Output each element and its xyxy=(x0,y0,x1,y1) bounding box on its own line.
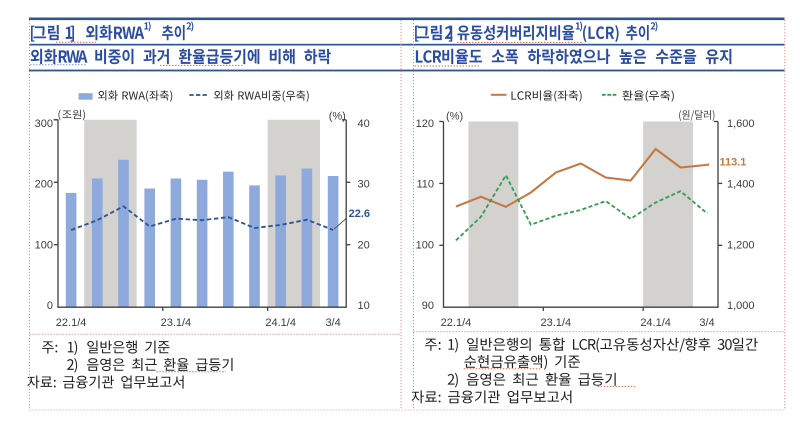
svg-text:22.1/4: 22.1/4 xyxy=(56,317,87,329)
svg-text:10: 10 xyxy=(358,300,370,312)
svg-text:100: 100 xyxy=(416,239,434,251)
svg-text:100: 100 xyxy=(35,239,53,251)
svg-text:113.1: 113.1 xyxy=(720,156,747,168)
svg-text:1,400: 1,400 xyxy=(727,179,755,191)
svg-text:0: 0 xyxy=(47,300,53,312)
svg-text:120: 120 xyxy=(416,118,434,130)
svg-text:1,600: 1,600 xyxy=(727,118,755,130)
svg-text:30: 30 xyxy=(358,179,370,191)
svg-text:22.6: 22.6 xyxy=(349,208,370,220)
svg-text:23.1/4: 23.1/4 xyxy=(161,317,192,329)
svg-text:20: 20 xyxy=(358,239,370,251)
svg-text:1,000: 1,000 xyxy=(727,300,755,312)
svg-text:40: 40 xyxy=(358,118,370,130)
svg-text:3/4: 3/4 xyxy=(699,317,714,329)
svg-text:90: 90 xyxy=(422,300,434,312)
svg-text:(%): (%) xyxy=(329,111,346,123)
svg-text:24.1/4: 24.1/4 xyxy=(640,317,671,329)
svg-text:22.1/4: 22.1/4 xyxy=(441,317,472,329)
svg-text:3/4: 3/4 xyxy=(325,317,340,329)
svg-text:300: 300 xyxy=(35,118,53,130)
svg-text:24.1/4: 24.1/4 xyxy=(265,317,296,329)
svg-text:200: 200 xyxy=(35,179,53,191)
svg-text:23.1/4: 23.1/4 xyxy=(540,317,571,329)
svg-text:1,200: 1,200 xyxy=(727,239,755,251)
svg-text:(%): (%) xyxy=(446,111,463,123)
svg-text:110: 110 xyxy=(416,179,434,191)
